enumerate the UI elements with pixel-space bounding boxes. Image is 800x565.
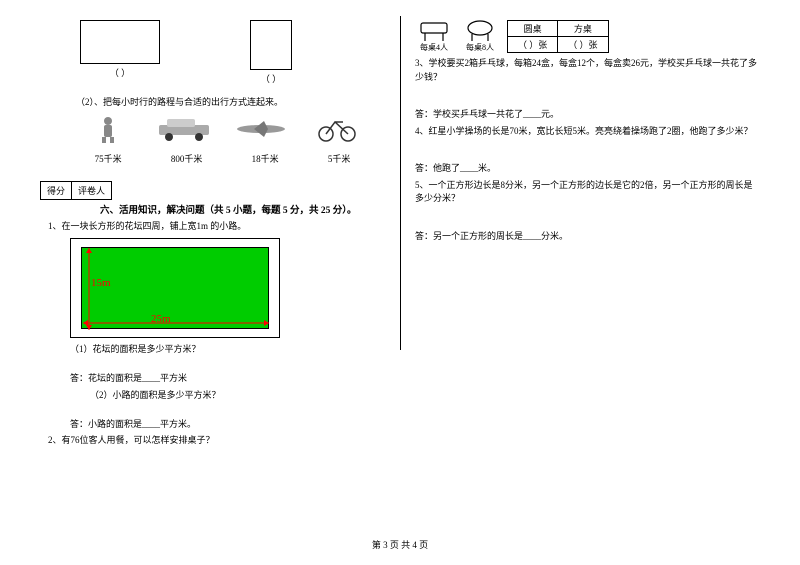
garden-height-label: 15m: [91, 277, 111, 289]
page-footer: 第 3 页 共 4 页: [0, 538, 800, 551]
plane-icon: [231, 114, 291, 144]
q4-text: 4、红星小学操场的长是70米，宽比长短5米。亮亮绕着操场跑了2圈，他跑了多少米？: [415, 125, 760, 139]
score-box: 得分 评卷人: [40, 181, 112, 200]
garden-width-label: 25m: [151, 313, 171, 325]
page-container: （ ） （ ） （2）、把每小时行的路程与合适的出行方式连起来。: [0, 0, 800, 450]
q2-text: 2、有76位客人用餐，可以怎样安排桌子？: [48, 434, 385, 448]
rect-item-2: （ ）: [250, 20, 292, 85]
rect-box-wide: [80, 20, 160, 64]
dist-4: 5千米: [328, 152, 351, 165]
th-square: 方桌: [558, 21, 608, 37]
a5-text: 答：另一个正方形的周长是____分米。: [415, 230, 760, 244]
round-table-label: 每桌8人: [466, 42, 494, 53]
car-icon: [154, 114, 214, 144]
cell-round: （ ）张: [508, 37, 558, 53]
person-icon: [78, 114, 138, 144]
garden-diagram: 15m 25m: [70, 238, 280, 338]
rect-label-1: （ ）: [80, 64, 160, 79]
q1-2: （2）小路的面积是多少平方米？: [90, 388, 385, 401]
right-column: 每桌4人 每桌8人 圆桌 方桌 （ ）张 （ ）张 3、学校要买: [400, 20, 760, 450]
a3-text: 答：学校买乒乓球一共花了____元。: [415, 108, 760, 122]
dist-3: 18千米: [252, 152, 279, 165]
bicycle-icon: [307, 114, 367, 144]
dist-1: 75千米: [95, 152, 122, 165]
score-cell-1: 得分: [41, 182, 72, 199]
distance-row: 75千米 800千米 18千米 5千米: [70, 152, 375, 165]
q1-text: 1、在一块长方形的花坛四周，铺上宽1m 的小路。: [48, 220, 385, 234]
q2-connect-label: （2）、把每小时行的路程与合适的出行方式连起来。: [76, 95, 385, 108]
table-count: 圆桌 方桌 （ ）张 （ ）张: [507, 20, 609, 53]
left-column: （ ） （ ） （2）、把每小时行的路程与合适的出行方式连起来。: [40, 20, 400, 450]
square-table-icon: 每桌4人: [415, 20, 453, 54]
dist-2: 800千米: [171, 152, 203, 165]
a1-2: 答：小路的面积是____平方米。: [70, 417, 385, 430]
square-table-label: 每桌4人: [420, 42, 448, 53]
q3-text: 3、学校要买2箱乒乓球，每箱24盒，每盒12个，每盒卖26元，学校买乒乓球一共花…: [415, 57, 760, 84]
rectangle-row: （ ） （ ）: [80, 20, 385, 85]
rect-box-tall: [250, 20, 292, 70]
vehicle-row: [70, 114, 375, 144]
a4-text: 答：他跑了____米。: [415, 162, 760, 176]
th-round: 圆桌: [508, 21, 558, 37]
section-6-title: 六、活用知识，解决问题（共 5 小题，每题 5 分，共 25 分）。: [100, 202, 385, 216]
q1-1: （1）花坛的面积是多少平方米？: [70, 342, 385, 355]
a1-1: 答：花坛的面积是____平方米: [70, 371, 385, 384]
q5-text: 5、一个正方形边长是8分米，另一个正方形的边长是它的2倍，另一个正方形的周长是多…: [415, 179, 760, 206]
column-divider: [400, 16, 401, 350]
rect-item-1: （ ）: [80, 20, 160, 85]
round-table-icon: 每桌8人: [461, 20, 499, 54]
cell-square: （ ）张: [558, 37, 608, 53]
table-arrangement-row: 每桌4人 每桌8人 圆桌 方桌 （ ）张 （ ）张: [415, 20, 760, 54]
garden-arrow-h: [83, 318, 269, 328]
score-cell-2: 评卷人: [72, 182, 111, 199]
rect-label-2: （ ）: [250, 70, 292, 85]
